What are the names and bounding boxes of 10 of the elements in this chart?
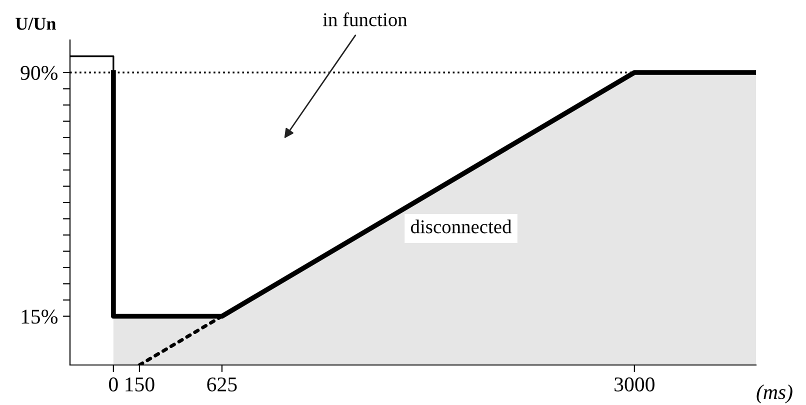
- x-axis-title: (ms): [756, 384, 792, 404]
- x-tick-label: 625: [207, 377, 237, 392]
- text: in function: [322, 12, 408, 26]
- x-tick-label: 3000: [614, 377, 654, 392]
- y-tick-label: 15%: [22, 310, 58, 324]
- x-tick-label: 0: [109, 377, 118, 392]
- annotation: disconnected: [410, 220, 512, 234]
- y-axis-title: U/Un: [16, 18, 56, 30]
- x-tick-label: 150: [126, 377, 154, 392]
- y-tick-label: 90%: [20, 66, 58, 80]
